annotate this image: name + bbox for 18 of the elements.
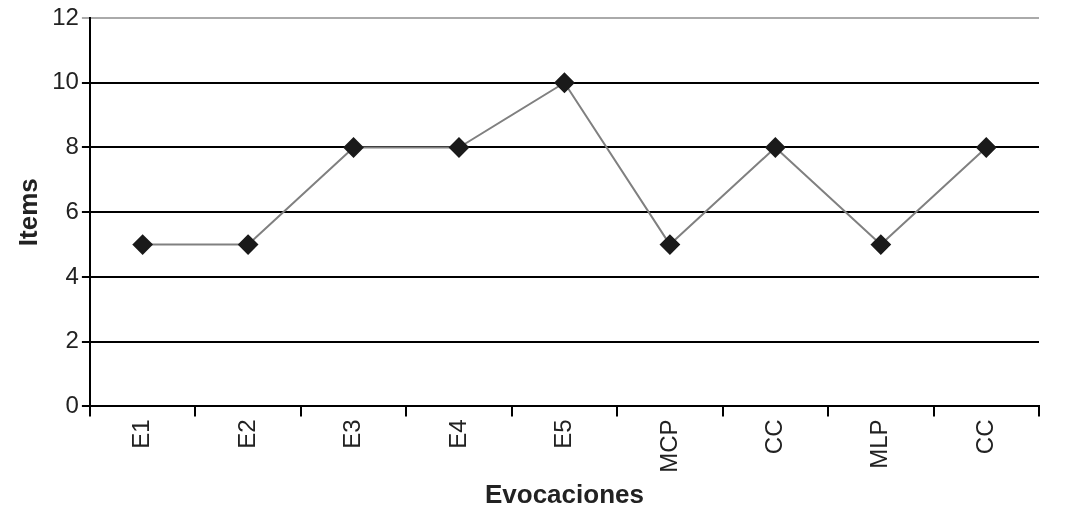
x-axis-title: Evocaciones xyxy=(484,478,644,509)
y-tick-label: 4 xyxy=(65,261,79,289)
y-tick-label: 6 xyxy=(65,196,79,224)
x-tick-label: E3 xyxy=(338,419,366,449)
y-axis-title: Items xyxy=(12,178,43,247)
x-tick-label: E1 xyxy=(127,419,155,449)
y-tick-label: 2 xyxy=(65,326,79,354)
y-tick-label: 8 xyxy=(65,132,79,160)
y-tick-label: 0 xyxy=(65,391,79,419)
x-tick-label: MCP xyxy=(654,419,682,473)
x-tick-label: MLP xyxy=(865,419,893,469)
x-tick-label: CC xyxy=(970,419,998,455)
x-tick-label: CC xyxy=(759,419,787,455)
y-tick-label: 12 xyxy=(52,2,79,30)
x-tick-label: E5 xyxy=(549,419,577,449)
y-tick-label: 10 xyxy=(52,67,79,95)
x-tick-label: E2 xyxy=(232,419,260,449)
x-tick-label: E4 xyxy=(443,419,471,449)
